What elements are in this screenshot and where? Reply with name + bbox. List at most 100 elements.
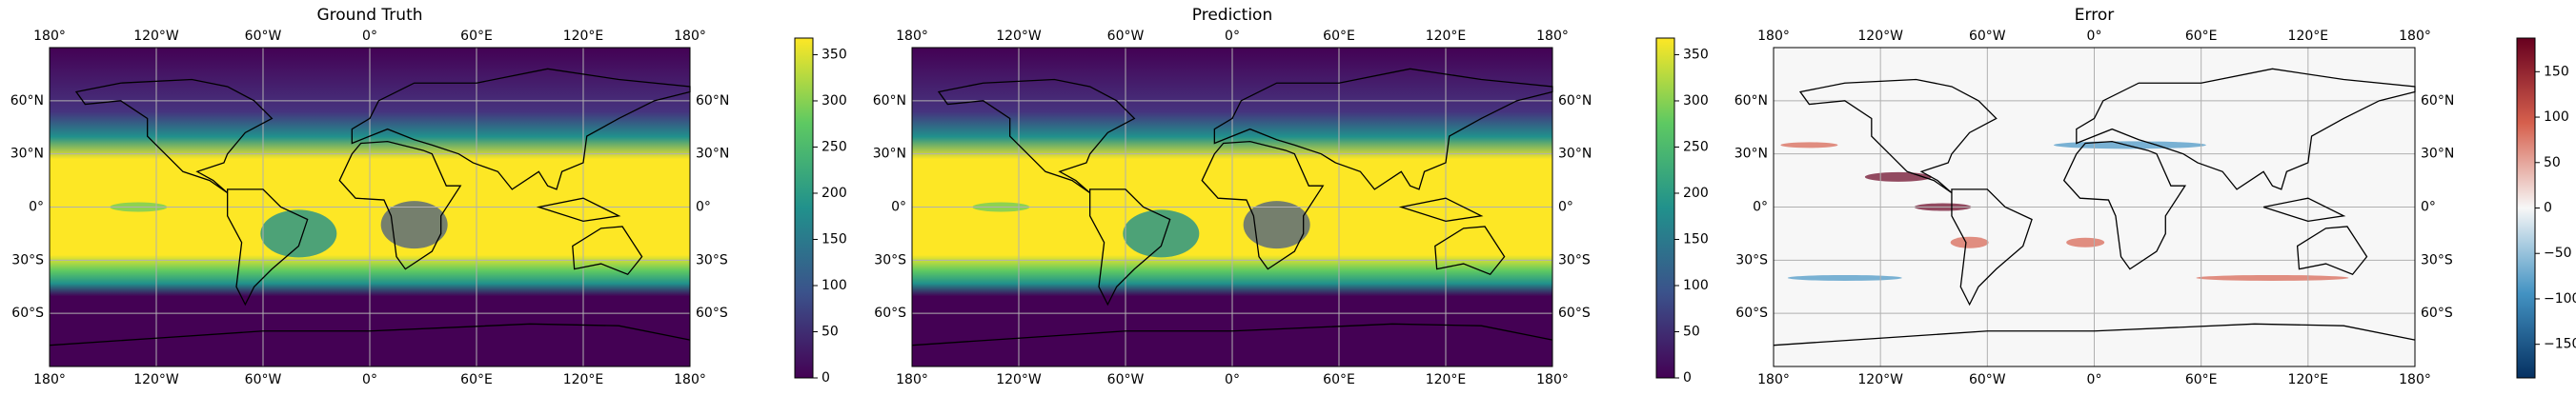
map-panel: Error 180° 180° 120°W 120°W 60°W 60°W 0° 0° 60°E 6…: [1734, 6, 2576, 387]
x-tick-label: 60°E: [2185, 29, 2218, 44]
x-tick-label: 60°W: [1969, 372, 2006, 387]
colorbar-tick-label: 200: [821, 186, 847, 201]
colorbar-tick-label: 250: [1683, 139, 1709, 154]
x-tick-label: 120°W: [1857, 29, 1903, 44]
x-tick-label: 180°: [33, 29, 66, 44]
colorbar-tick-label: 100: [1683, 278, 1709, 293]
x-tick-label: 180°: [1757, 29, 1790, 44]
x-tick-label: 0°: [2087, 29, 2102, 44]
field-detail: [2066, 237, 2105, 248]
y-tick-label: 60°N: [1734, 93, 1768, 109]
x-tick-label: 120°E: [563, 29, 604, 44]
colorbar-tick-label: 150: [1683, 231, 1709, 247]
x-tick-label: 180°: [896, 29, 928, 44]
x-tick-label: 120°W: [996, 372, 1042, 387]
y-tick-label: 30°S: [11, 252, 44, 267]
map-frame: [49, 47, 691, 367]
panels: Ground Truth 180° 180° 120°W 120°W 60°W 60°W 0°…: [10, 6, 2576, 387]
x-tick-label: 0°: [2087, 372, 2102, 387]
y-tick-label: 60°S: [874, 306, 906, 321]
y-tick-label: 0°: [1558, 200, 1573, 215]
x-tick-label: 60°E: [460, 372, 493, 387]
x-tick-label: 180°: [896, 372, 928, 387]
y-tick-label: 60°S: [696, 306, 728, 321]
y-tick-label: 30°S: [1735, 252, 1768, 267]
colorbar-tick-label: 300: [1683, 93, 1709, 109]
colorbar-tick-label: 50: [1683, 324, 1700, 339]
y-tick-label: 30°S: [696, 252, 728, 267]
x-tick-label: 120°W: [133, 372, 179, 387]
colorbar: [1655, 37, 1675, 379]
colorbar: [2516, 37, 2536, 379]
colorbar-tick-label: −150: [2544, 337, 2576, 352]
x-tick-label: 120°W: [133, 29, 179, 44]
y-tick-label: 60°N: [2421, 93, 2454, 109]
y-tick-label: 60°N: [10, 93, 44, 109]
colorbar-tick-label: 250: [821, 139, 847, 154]
x-tick-label: 120°W: [996, 29, 1042, 44]
colorbar-tick-label: 200: [1683, 186, 1709, 201]
colorbar-tick-label: 0: [2544, 201, 2552, 216]
y-tick-label: 30°N: [873, 147, 906, 162]
colorbar-tick-label: −50: [2544, 246, 2572, 261]
y-tick-label: 0°: [1753, 200, 1768, 215]
x-tick-label: 60°W: [1107, 372, 1145, 387]
x-tick-label: 180°: [2399, 372, 2431, 387]
y-tick-label: 30°S: [2421, 252, 2453, 267]
field-detail: [260, 209, 337, 258]
colorbar-tick-label: 150: [2544, 64, 2569, 79]
colorbar-tick-label: 50: [2544, 155, 2561, 170]
x-tick-label: 0°: [1225, 372, 1240, 387]
field-detail: [1950, 236, 1989, 248]
x-tick-label: 0°: [362, 372, 377, 387]
colorbar-tick-label: 150: [821, 231, 847, 247]
field-detail: [1123, 209, 1200, 258]
x-tick-label: 180°: [1536, 29, 1569, 44]
x-tick-label: 60°W: [245, 372, 282, 387]
colorbar-tick-label: 0: [821, 370, 830, 386]
y-tick-label: 0°: [2421, 200, 2436, 215]
x-tick-label: 120°E: [1426, 372, 1467, 387]
y-tick-label: 60°S: [1735, 306, 1768, 321]
x-tick-label: 60°E: [2185, 372, 2218, 387]
x-tick-label: 60°E: [1323, 29, 1355, 44]
colorbar-tick-label: 0: [1683, 370, 1692, 386]
colorbar-tick-label: 350: [821, 47, 847, 62]
y-tick-label: 0°: [29, 200, 44, 215]
y-tick-label: 30°N: [696, 147, 729, 162]
map-panel: Ground Truth 180° 180° 120°W 120°W 60°W 60°W 0°…: [10, 6, 847, 387]
colorbar-tick-label: 50: [821, 324, 839, 339]
x-tick-label: 180°: [674, 29, 706, 44]
y-tick-label: 30°N: [1734, 147, 1768, 162]
y-tick-label: 0°: [696, 200, 711, 215]
x-tick-label: 180°: [1757, 372, 1790, 387]
x-tick-label: 60°W: [1107, 29, 1145, 44]
colorbar-tick-label: 350: [1683, 47, 1709, 62]
colorbar: [794, 37, 814, 379]
y-tick-label: 60°N: [873, 93, 906, 109]
x-tick-label: 60°E: [460, 29, 493, 44]
y-tick-label: 30°S: [1558, 252, 1591, 267]
panel-title: Error: [2075, 6, 2114, 25]
y-tick-label: 60°S: [1558, 306, 1591, 321]
y-tick-label: 60°N: [696, 93, 729, 109]
x-tick-label: 180°: [1536, 372, 1569, 387]
map-panel: Prediction 180° 180° 120°W 120°W 60°W 60°W 0° 0°…: [873, 6, 1709, 387]
x-tick-label: 180°: [2399, 29, 2431, 44]
y-tick-label: 30°N: [2421, 147, 2454, 162]
y-tick-label: 60°S: [11, 306, 44, 321]
y-tick-label: 0°: [891, 200, 906, 215]
x-tick-label: 120°E: [2288, 372, 2329, 387]
map-frame: [911, 47, 1553, 367]
x-tick-label: 60°W: [245, 29, 282, 44]
colorbar-tick-label: 100: [2544, 109, 2569, 125]
panel-title: Ground Truth: [316, 6, 422, 25]
x-tick-label: 120°E: [1426, 29, 1467, 44]
y-tick-label: 30°N: [10, 147, 44, 162]
x-tick-label: 60°W: [1969, 29, 2006, 44]
x-tick-label: 0°: [362, 29, 377, 44]
y-tick-label: 60°S: [2421, 306, 2453, 321]
x-tick-label: 180°: [674, 372, 706, 387]
panel-title: Prediction: [1192, 6, 1272, 25]
